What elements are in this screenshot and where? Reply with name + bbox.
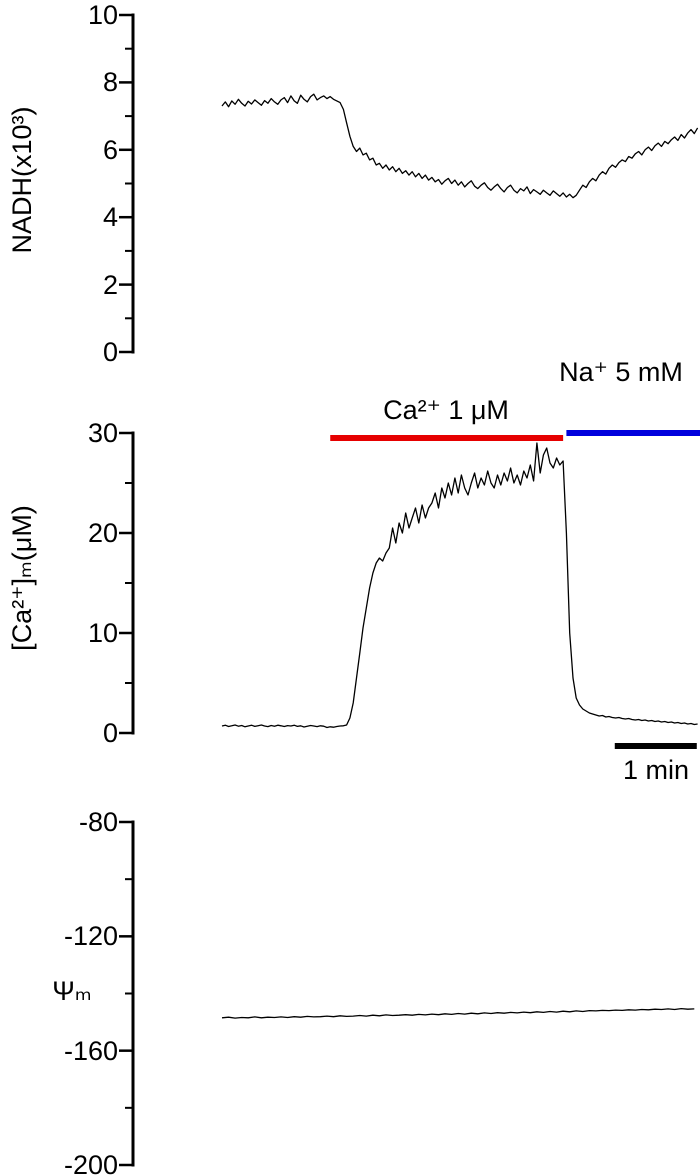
scale-bar-label: 1 min [622,755,690,785]
ca-bar-label: Ca²⁺ 1 μM [383,395,509,425]
nadh-tick-4: 4 [102,202,118,232]
nadh-trace [221,93,699,199]
ca-tick-30: 30 [87,418,118,448]
na-bar-label: Na⁺ 5 mM [559,357,683,387]
psi-tick--200: -200 [63,1150,118,1175]
psi-trace [221,1007,695,1019]
nadh-tick-10: 10 [87,0,118,30]
ca-trace [221,442,698,729]
ca-tick-20: 20 [87,518,118,548]
nadh-tick-0: 0 [102,337,118,367]
psi-axis-label: Ψₘ [52,976,92,1006]
nadh-tick-2: 2 [102,270,118,300]
psi-tick--80: -80 [78,807,118,837]
ca-tick-10: 10 [87,618,118,648]
psi-tick--120: -120 [63,921,118,951]
ca-tick-0: 0 [102,718,118,748]
psi-tick--160: -160 [63,1036,118,1066]
nadh-tick-6: 6 [102,135,118,165]
nadh-tick-8: 8 [102,67,118,97]
